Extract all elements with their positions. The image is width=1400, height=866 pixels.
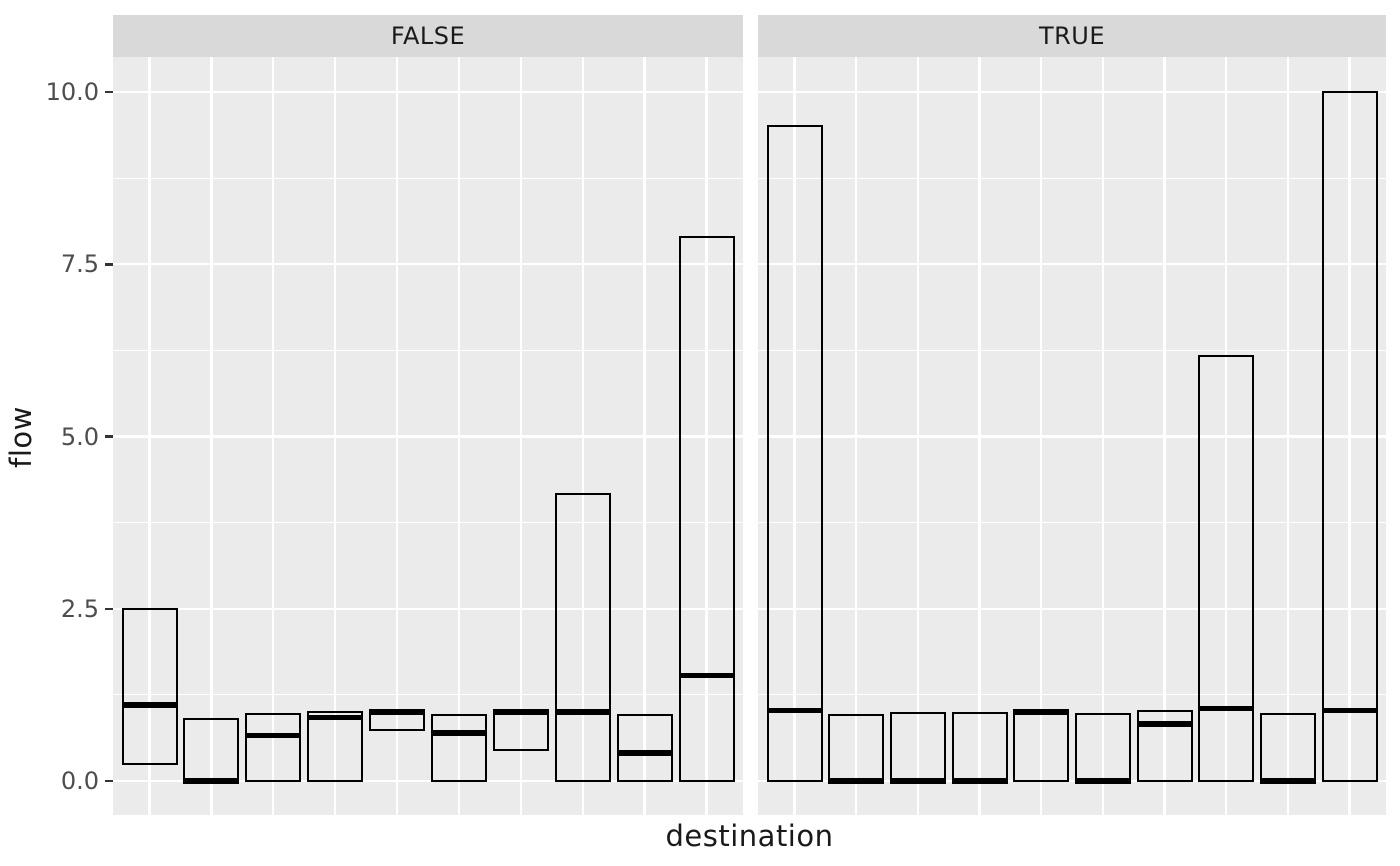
minor-gridline-y <box>758 177 1386 179</box>
major-gridline-y <box>758 779 1386 783</box>
crossbar <box>1136 710 1193 783</box>
y-tick-mark <box>105 779 113 783</box>
minor-gridline-y <box>758 522 1386 524</box>
crossbar <box>828 714 885 783</box>
y-tick-mark <box>105 90 113 94</box>
major-gridline-x <box>1348 57 1351 815</box>
major-gridline-x <box>1101 57 1105 815</box>
crossbar <box>951 712 1008 783</box>
crossbar <box>554 492 611 783</box>
minor-gridline-y <box>113 694 743 696</box>
crossbar-middle-line <box>369 709 426 715</box>
crossbar <box>183 717 240 783</box>
crossbar-middle-line <box>1321 707 1378 714</box>
crossbar-middle-line <box>1259 778 1316 784</box>
crossbar <box>766 125 823 783</box>
crossbar-middle-line <box>828 778 885 784</box>
major-gridline-y <box>113 263 743 266</box>
y-tick-label: 0.0 <box>60 767 99 795</box>
major-gridline-x <box>793 57 796 815</box>
y-tick-mark <box>105 607 113 610</box>
crossbar-middle-line <box>492 709 549 715</box>
major-gridline-x <box>210 57 213 815</box>
facet-panel-false <box>113 57 743 815</box>
facet-strip-label-false: FALSE <box>390 22 466 50</box>
y-tick-mark <box>105 435 113 438</box>
crossbar-middle-line <box>766 707 823 714</box>
major-gridline-x <box>643 57 646 815</box>
major-gridline-y <box>113 90 743 94</box>
crossbar-middle-line <box>183 778 240 784</box>
crossbar <box>889 712 946 783</box>
crossbar <box>492 708 549 752</box>
major-gridline-x <box>581 57 584 815</box>
crossbar <box>1321 90 1378 783</box>
crossbar <box>430 714 487 783</box>
y-tick-mark <box>105 263 113 266</box>
crossbar <box>616 714 673 783</box>
y-tick-label: 10.0 <box>45 78 99 106</box>
major-gridline-x <box>272 57 275 815</box>
crossbar-middle-line <box>121 702 178 708</box>
crossbar-middle-line <box>1136 721 1193 727</box>
major-gridline-y <box>113 435 743 438</box>
crossbar <box>245 713 302 783</box>
major-gridline-x <box>978 57 981 815</box>
major-gridline-y <box>758 263 1386 266</box>
major-gridline-y <box>758 607 1386 610</box>
crossbar <box>1013 709 1070 783</box>
facet-strip-true: TRUE <box>758 15 1386 57</box>
major-gridline-x <box>1163 57 1166 815</box>
crossbar-middle-line <box>307 714 364 721</box>
crossbar <box>1198 354 1255 783</box>
minor-gridline-y <box>113 177 743 179</box>
y-tick-label: 2.5 <box>60 594 99 623</box>
y-tick-label: 5.0 <box>60 422 99 451</box>
major-gridline-x <box>1286 57 1290 815</box>
crossbar-middle-line <box>678 672 735 679</box>
major-gridline-y <box>758 435 1386 438</box>
crossbar-middle-line <box>1198 705 1255 712</box>
crossbar <box>1074 713 1131 783</box>
crossbar-middle-line <box>616 750 673 756</box>
major-gridline-x <box>916 57 920 815</box>
crossbar <box>1259 713 1316 783</box>
minor-gridline-y <box>758 694 1386 696</box>
crossbar-middle-line <box>554 709 611 715</box>
facet-panel-true <box>758 57 1386 815</box>
major-gridline-x <box>457 57 461 815</box>
crossbar <box>678 235 735 783</box>
facet-strip-false: FALSE <box>113 15 743 57</box>
crossbar-middle-line <box>1013 709 1070 715</box>
major-gridline-x <box>1039 57 1043 815</box>
major-gridline-x <box>705 57 708 815</box>
minor-gridline-y <box>113 349 743 351</box>
y-tick-label: 7.5 <box>60 250 99 279</box>
crossbar-middle-line <box>245 732 302 739</box>
crossbar-middle-line <box>1074 778 1131 784</box>
crossbar <box>307 710 364 783</box>
major-gridline-x <box>1224 57 1228 815</box>
facet-strip-label-true: TRUE <box>1038 22 1106 50</box>
major-gridline-x <box>854 57 858 815</box>
major-gridline-x <box>148 57 151 815</box>
major-gridline-y <box>113 779 743 783</box>
crossbar <box>121 607 178 765</box>
major-gridline-y <box>758 90 1386 94</box>
major-gridline-x <box>519 57 523 815</box>
major-gridline-x <box>333 57 337 815</box>
major-gridline-y <box>113 607 743 610</box>
major-gridline-x <box>395 57 399 815</box>
x-axis-title: destination <box>665 819 834 853</box>
minor-gridline-y <box>113 522 743 524</box>
minor-gridline-y <box>758 349 1386 351</box>
crossbar-middle-line <box>430 730 487 736</box>
crossbar-middle-line <box>951 778 1008 784</box>
crossbar-middle-line <box>889 778 946 784</box>
